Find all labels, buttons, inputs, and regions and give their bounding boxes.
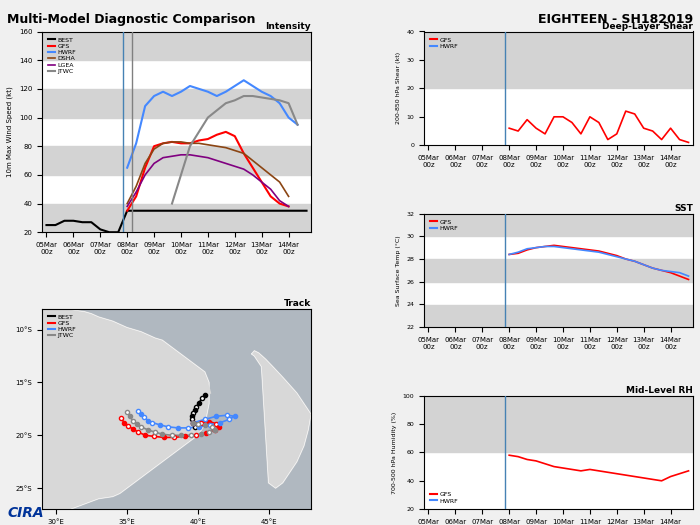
Y-axis label: 200-850 hPa Shear (kt): 200-850 hPa Shear (kt) xyxy=(395,52,401,124)
Text: Multi-Model Diagnostic Comparison: Multi-Model Diagnostic Comparison xyxy=(7,13,256,26)
Y-axis label: 700-500 hPa Humidity (%): 700-500 hPa Humidity (%) xyxy=(392,411,397,493)
Text: Deep-Layer Shear: Deep-Layer Shear xyxy=(602,22,693,31)
Legend: GFS, HWRF: GFS, HWRF xyxy=(427,217,461,233)
Bar xyxy=(424,304,693,327)
Polygon shape xyxy=(201,380,211,395)
Text: SST: SST xyxy=(674,204,693,213)
Text: Track: Track xyxy=(284,299,311,308)
Legend: GFS, HWRF: GFS, HWRF xyxy=(427,35,461,51)
Legend: GFS, HWRF: GFS, HWRF xyxy=(427,489,461,506)
Bar xyxy=(42,146,311,175)
Text: Mid-Level RH: Mid-Level RH xyxy=(626,386,693,395)
Bar xyxy=(424,214,693,236)
Y-axis label: 10m Max Wind Speed (kt): 10m Max Wind Speed (kt) xyxy=(7,87,13,177)
Text: Intensity: Intensity xyxy=(265,22,311,31)
Bar xyxy=(424,424,693,453)
Y-axis label: Sea Surface Temp (°C): Sea Surface Temp (°C) xyxy=(395,235,400,306)
Bar xyxy=(424,395,693,424)
Text: EIGHTEEN - SH182019: EIGHTEEN - SH182019 xyxy=(538,13,693,26)
Bar xyxy=(424,259,693,282)
Polygon shape xyxy=(251,351,311,488)
Bar xyxy=(42,204,311,232)
Bar xyxy=(42,89,311,118)
Legend: BEST, GFS, HWRF, DSHA, LGEA, JTWC: BEST, GFS, HWRF, DSHA, LGEA, JTWC xyxy=(45,35,79,77)
Text: CIRA: CIRA xyxy=(7,506,43,520)
Legend: BEST, GFS, HWRF, JTWC: BEST, GFS, HWRF, JTWC xyxy=(45,312,79,341)
Bar xyxy=(424,32,693,88)
Bar xyxy=(42,32,311,60)
Polygon shape xyxy=(42,309,209,509)
